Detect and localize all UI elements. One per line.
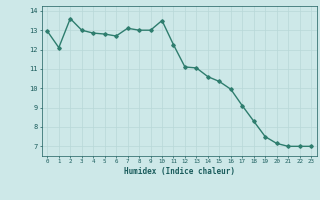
X-axis label: Humidex (Indice chaleur): Humidex (Indice chaleur) <box>124 167 235 176</box>
